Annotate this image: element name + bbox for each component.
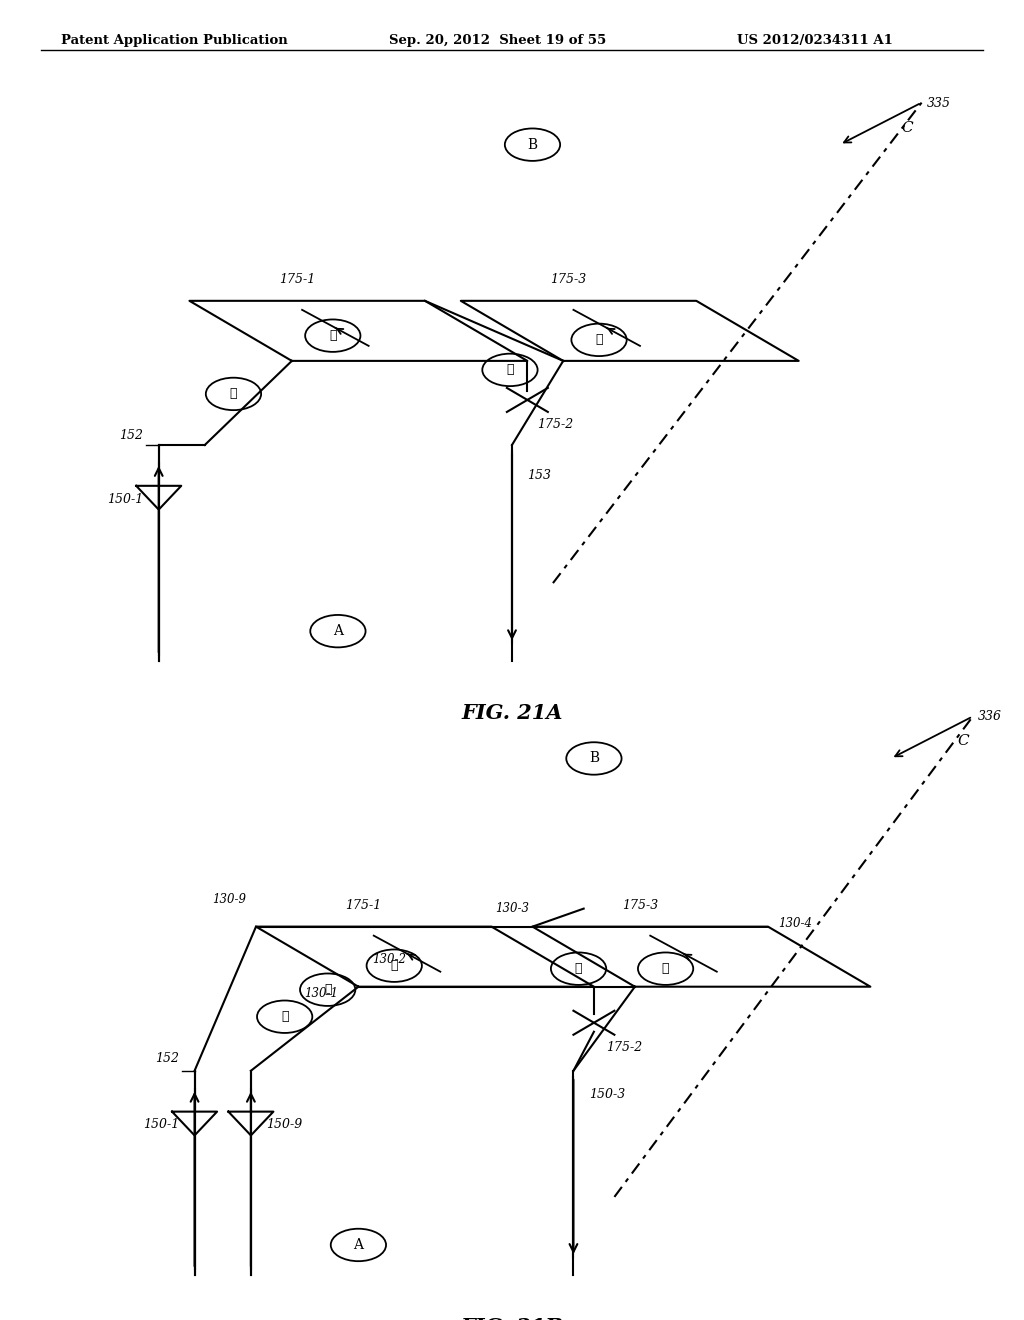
Text: 150-1: 150-1 — [143, 1118, 179, 1131]
Text: 175-1: 175-1 — [345, 899, 382, 912]
Text: ④: ④ — [662, 962, 670, 975]
Text: FIG. 21B: FIG. 21B — [461, 1317, 563, 1320]
Text: 152: 152 — [156, 1052, 179, 1065]
Text: A: A — [333, 624, 343, 638]
Text: 175-2: 175-2 — [606, 1040, 642, 1053]
Polygon shape — [532, 927, 870, 987]
Text: 175-1: 175-1 — [279, 273, 315, 286]
Text: 130-3: 130-3 — [495, 902, 529, 915]
Text: C: C — [901, 120, 912, 135]
Text: A: A — [353, 1238, 364, 1251]
Text: ①: ① — [229, 388, 238, 400]
Text: Patent Application Publication: Patent Application Publication — [61, 34, 288, 48]
Text: B: B — [589, 751, 599, 766]
Text: 175-2: 175-2 — [538, 418, 573, 430]
Polygon shape — [461, 301, 799, 360]
Text: 150-3: 150-3 — [589, 1088, 625, 1101]
Text: Sep. 20, 2012  Sheet 19 of 55: Sep. 20, 2012 Sheet 19 of 55 — [389, 34, 606, 48]
Text: 130-9: 130-9 — [212, 892, 246, 906]
Text: FIG. 21A: FIG. 21A — [461, 704, 563, 723]
Text: 335: 335 — [927, 96, 950, 110]
Text: ③: ③ — [574, 962, 583, 975]
Text: 130-1: 130-1 — [304, 987, 338, 999]
Text: C: C — [957, 734, 969, 748]
Text: 150-9: 150-9 — [266, 1118, 302, 1131]
Text: ①: ① — [281, 1010, 289, 1023]
Text: ②: ② — [329, 329, 337, 342]
Text: ③: ③ — [506, 363, 514, 376]
Text: ①: ① — [324, 983, 332, 997]
Polygon shape — [256, 927, 594, 987]
Text: 152: 152 — [120, 429, 143, 442]
Text: ②: ② — [390, 960, 398, 972]
Text: 130-2: 130-2 — [372, 953, 407, 966]
Text: 175-3: 175-3 — [550, 273, 587, 286]
Text: 175-3: 175-3 — [622, 899, 658, 912]
Text: B: B — [527, 137, 538, 152]
Text: 130-4: 130-4 — [778, 917, 812, 931]
Text: 336: 336 — [978, 710, 1001, 723]
Text: 150-1: 150-1 — [108, 492, 143, 506]
Text: US 2012/0234311 A1: US 2012/0234311 A1 — [737, 34, 893, 48]
Text: 153: 153 — [527, 469, 551, 482]
Text: ④: ④ — [595, 334, 603, 346]
Polygon shape — [189, 301, 527, 360]
